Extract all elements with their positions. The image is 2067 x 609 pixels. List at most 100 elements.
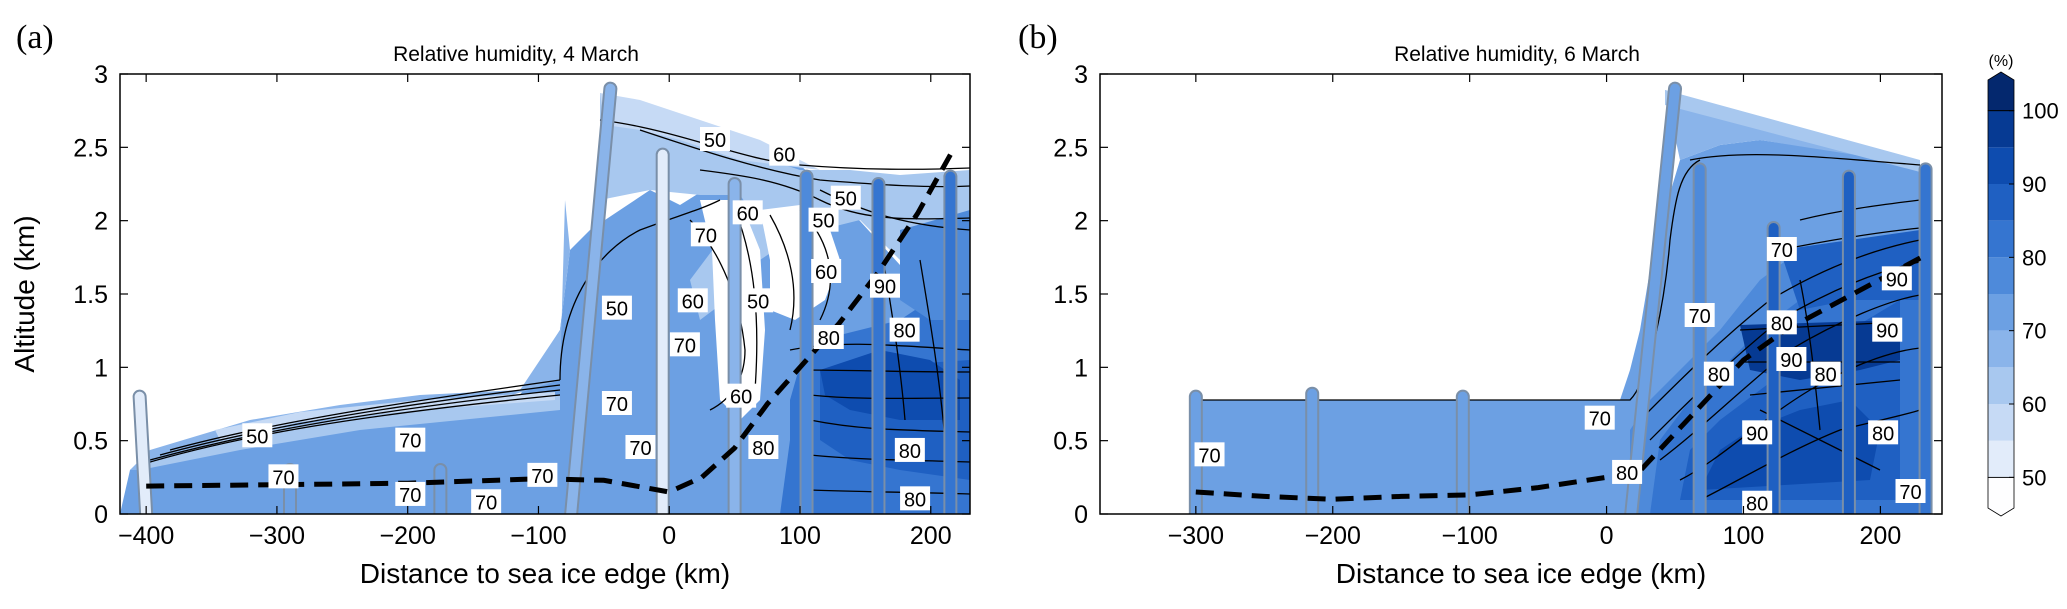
contour-label: 80 xyxy=(1868,420,1899,445)
x-tick-label: −200 xyxy=(1305,522,1361,550)
contour-label-bg xyxy=(1684,303,1715,327)
contour-label-text: 70 xyxy=(475,492,497,514)
contour-label-bg xyxy=(669,332,700,357)
contour-label-bg xyxy=(732,200,763,225)
y-tick-label: 0 xyxy=(94,501,108,529)
contour-label-bg xyxy=(471,489,502,514)
contour-label-text: 70 xyxy=(399,431,421,453)
panel-b-flight-profiles xyxy=(1188,81,1933,514)
contour-label: 70 xyxy=(690,222,721,247)
contour-label: 70 xyxy=(1895,479,1926,504)
contour-label-text: 80 xyxy=(1708,365,1730,387)
contour-label: 50 xyxy=(242,423,273,448)
contour-label-text: 60 xyxy=(682,291,704,313)
colorbar-tick-label: 100 xyxy=(2022,99,2059,124)
contour-label: 80 xyxy=(1612,459,1643,485)
y-tick-label: 1 xyxy=(94,354,108,382)
contour-label-text: 80 xyxy=(899,441,921,463)
contour-label: 70 xyxy=(1684,303,1715,328)
contour-label: 70 xyxy=(669,332,700,357)
contour-label-bg xyxy=(726,383,757,408)
contour-label-bg xyxy=(1742,420,1773,445)
colorbar-bin xyxy=(1988,440,2014,478)
contour-label-bg xyxy=(1810,361,1841,386)
contour-label: 80 xyxy=(1742,490,1773,516)
panel-a-y-ticks: 0 0.5 1 1.5 2 2.5 3 xyxy=(73,61,970,529)
colorbar-bin xyxy=(1988,184,2014,221)
colorbar-bin xyxy=(1988,110,2014,148)
contour-label: 50 xyxy=(700,127,730,152)
colorbar-bin xyxy=(1988,330,2014,368)
contour-label-text: 80 xyxy=(893,321,915,343)
contour-label-bg xyxy=(1776,347,1807,371)
x-tick-label: −400 xyxy=(118,522,174,550)
contour-label-bg xyxy=(268,464,299,489)
contour-label: 50 xyxy=(808,207,839,233)
contour-label: 60 xyxy=(769,141,800,167)
contour-label: 80 xyxy=(1766,310,1797,335)
panel-b-x-axis-label: Distance to sea ice edge (km) xyxy=(1336,558,1706,589)
y-tick-label: 3 xyxy=(94,61,108,89)
contour-label-bg xyxy=(743,288,774,313)
contour-label-text: 90 xyxy=(874,277,896,299)
x-tick-label: 200 xyxy=(1860,522,1902,550)
region-b-top-60 xyxy=(1665,90,1920,172)
contour-label: 90 xyxy=(870,273,900,299)
flight-profile xyxy=(566,83,616,514)
y-tick-label: 1 xyxy=(1074,354,1088,382)
colorbar-tick-label: 90 xyxy=(2022,172,2046,197)
contour-label-bg xyxy=(1868,420,1899,445)
colorbar-unit: (%) xyxy=(1989,53,2014,70)
contour-label-text: 60 xyxy=(815,262,837,284)
contour-label-bg xyxy=(1766,310,1797,335)
region-a-upper-60 xyxy=(600,93,970,320)
contour-label-bg xyxy=(395,427,426,452)
colorbar-bin xyxy=(1987,71,2015,112)
flight-profile xyxy=(1626,83,1681,514)
colorbar-tick-label: 70 xyxy=(2022,319,2046,344)
colorbar-bin xyxy=(1988,367,2014,404)
contour-label: 50 xyxy=(743,288,774,313)
contour-label: 80 xyxy=(748,435,779,460)
contour-label-text: 60 xyxy=(737,203,759,225)
contour-label-bg xyxy=(813,325,844,349)
contour-label-bg xyxy=(808,207,839,232)
contour-label-bg xyxy=(1584,405,1615,430)
contour-label: 80 xyxy=(813,325,844,350)
x-tick-label: −200 xyxy=(380,522,436,550)
panel-b-boundary-layer-line xyxy=(1195,255,1923,502)
contour-label: 80 xyxy=(889,317,920,343)
contour-label-bg xyxy=(700,127,730,151)
contour-label-bg xyxy=(677,288,708,313)
contour-label-text: 70 xyxy=(272,467,294,489)
contour-label: 70 xyxy=(395,427,426,453)
contour-label: 80 xyxy=(894,437,925,463)
panel-a-flight-profiles xyxy=(132,81,958,514)
contour-label-bg xyxy=(1194,442,1225,467)
contour-label: 70 xyxy=(1584,405,1615,431)
panel-b-y-ticks: 0 0.5 1 1.5 2 2.5 3 xyxy=(1053,61,1942,529)
contour-label: 90 xyxy=(1742,420,1773,445)
contour-label-text: 50 xyxy=(835,189,857,211)
panel-b-letter: (b) xyxy=(1018,19,1058,56)
panel-b: (b) Relative humidity, 6 March xyxy=(1018,19,1943,589)
contour-label-text: 80 xyxy=(1872,423,1894,445)
contour-label: 70 xyxy=(1766,237,1797,262)
x-tick-label: 200 xyxy=(910,522,952,550)
contour-label: 90 xyxy=(1776,347,1807,372)
y-tick-label: 1.5 xyxy=(73,281,108,309)
contour-label-text: 80 xyxy=(1815,365,1837,387)
x-tick-label: −300 xyxy=(1168,522,1224,550)
colorbar-bin xyxy=(1987,476,2015,517)
panel-b-x-ticks: −300 −200 −100 0 100 200 xyxy=(1168,74,1902,550)
contour-label-bg xyxy=(830,185,861,210)
contour-label-text: 70 xyxy=(674,335,696,357)
contour-label-bg xyxy=(395,481,426,506)
contour-label: 70 xyxy=(601,391,632,416)
contour-label-text: 80 xyxy=(1616,463,1638,485)
contour-label-bg xyxy=(748,435,779,459)
panel-b-title: Relative humidity, 6 March xyxy=(1394,43,1640,66)
x-tick-label: −300 xyxy=(249,522,305,550)
contour-label-bg xyxy=(889,317,920,342)
